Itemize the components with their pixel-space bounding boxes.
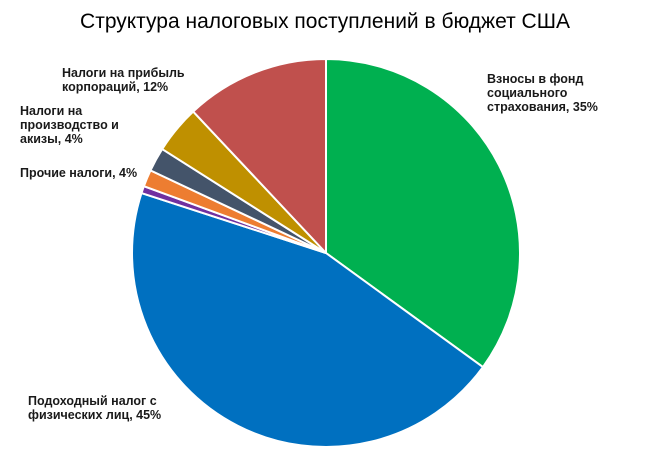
label-other-taxes: Прочие налоги, 4%: [20, 166, 138, 180]
label-personal-income-tax: Подоходный налог с физических лиц, 45%: [28, 394, 162, 422]
pie-slice-1: [131, 192, 484, 448]
chart-title: Структура налоговых поступлений в бюджет…: [80, 10, 570, 33]
pie-slice-6: [192, 58, 327, 254]
label-corporate-profit-tax: Налоги на прибыль корпораций, 12%: [62, 66, 185, 94]
pie-slice-0: [325, 58, 521, 369]
label-production-excise: Налоги на производство и акизы, 4%: [20, 104, 119, 146]
label-social-insurance: Взносы в фонд социального страхования, 3…: [487, 72, 598, 114]
